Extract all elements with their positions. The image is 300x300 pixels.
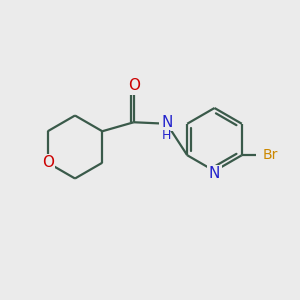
Text: N: N <box>209 167 220 182</box>
Text: O: O <box>128 78 140 93</box>
Text: H: H <box>162 129 172 142</box>
Text: N: N <box>161 115 172 130</box>
Text: O: O <box>42 155 54 170</box>
Text: Br: Br <box>263 148 278 162</box>
